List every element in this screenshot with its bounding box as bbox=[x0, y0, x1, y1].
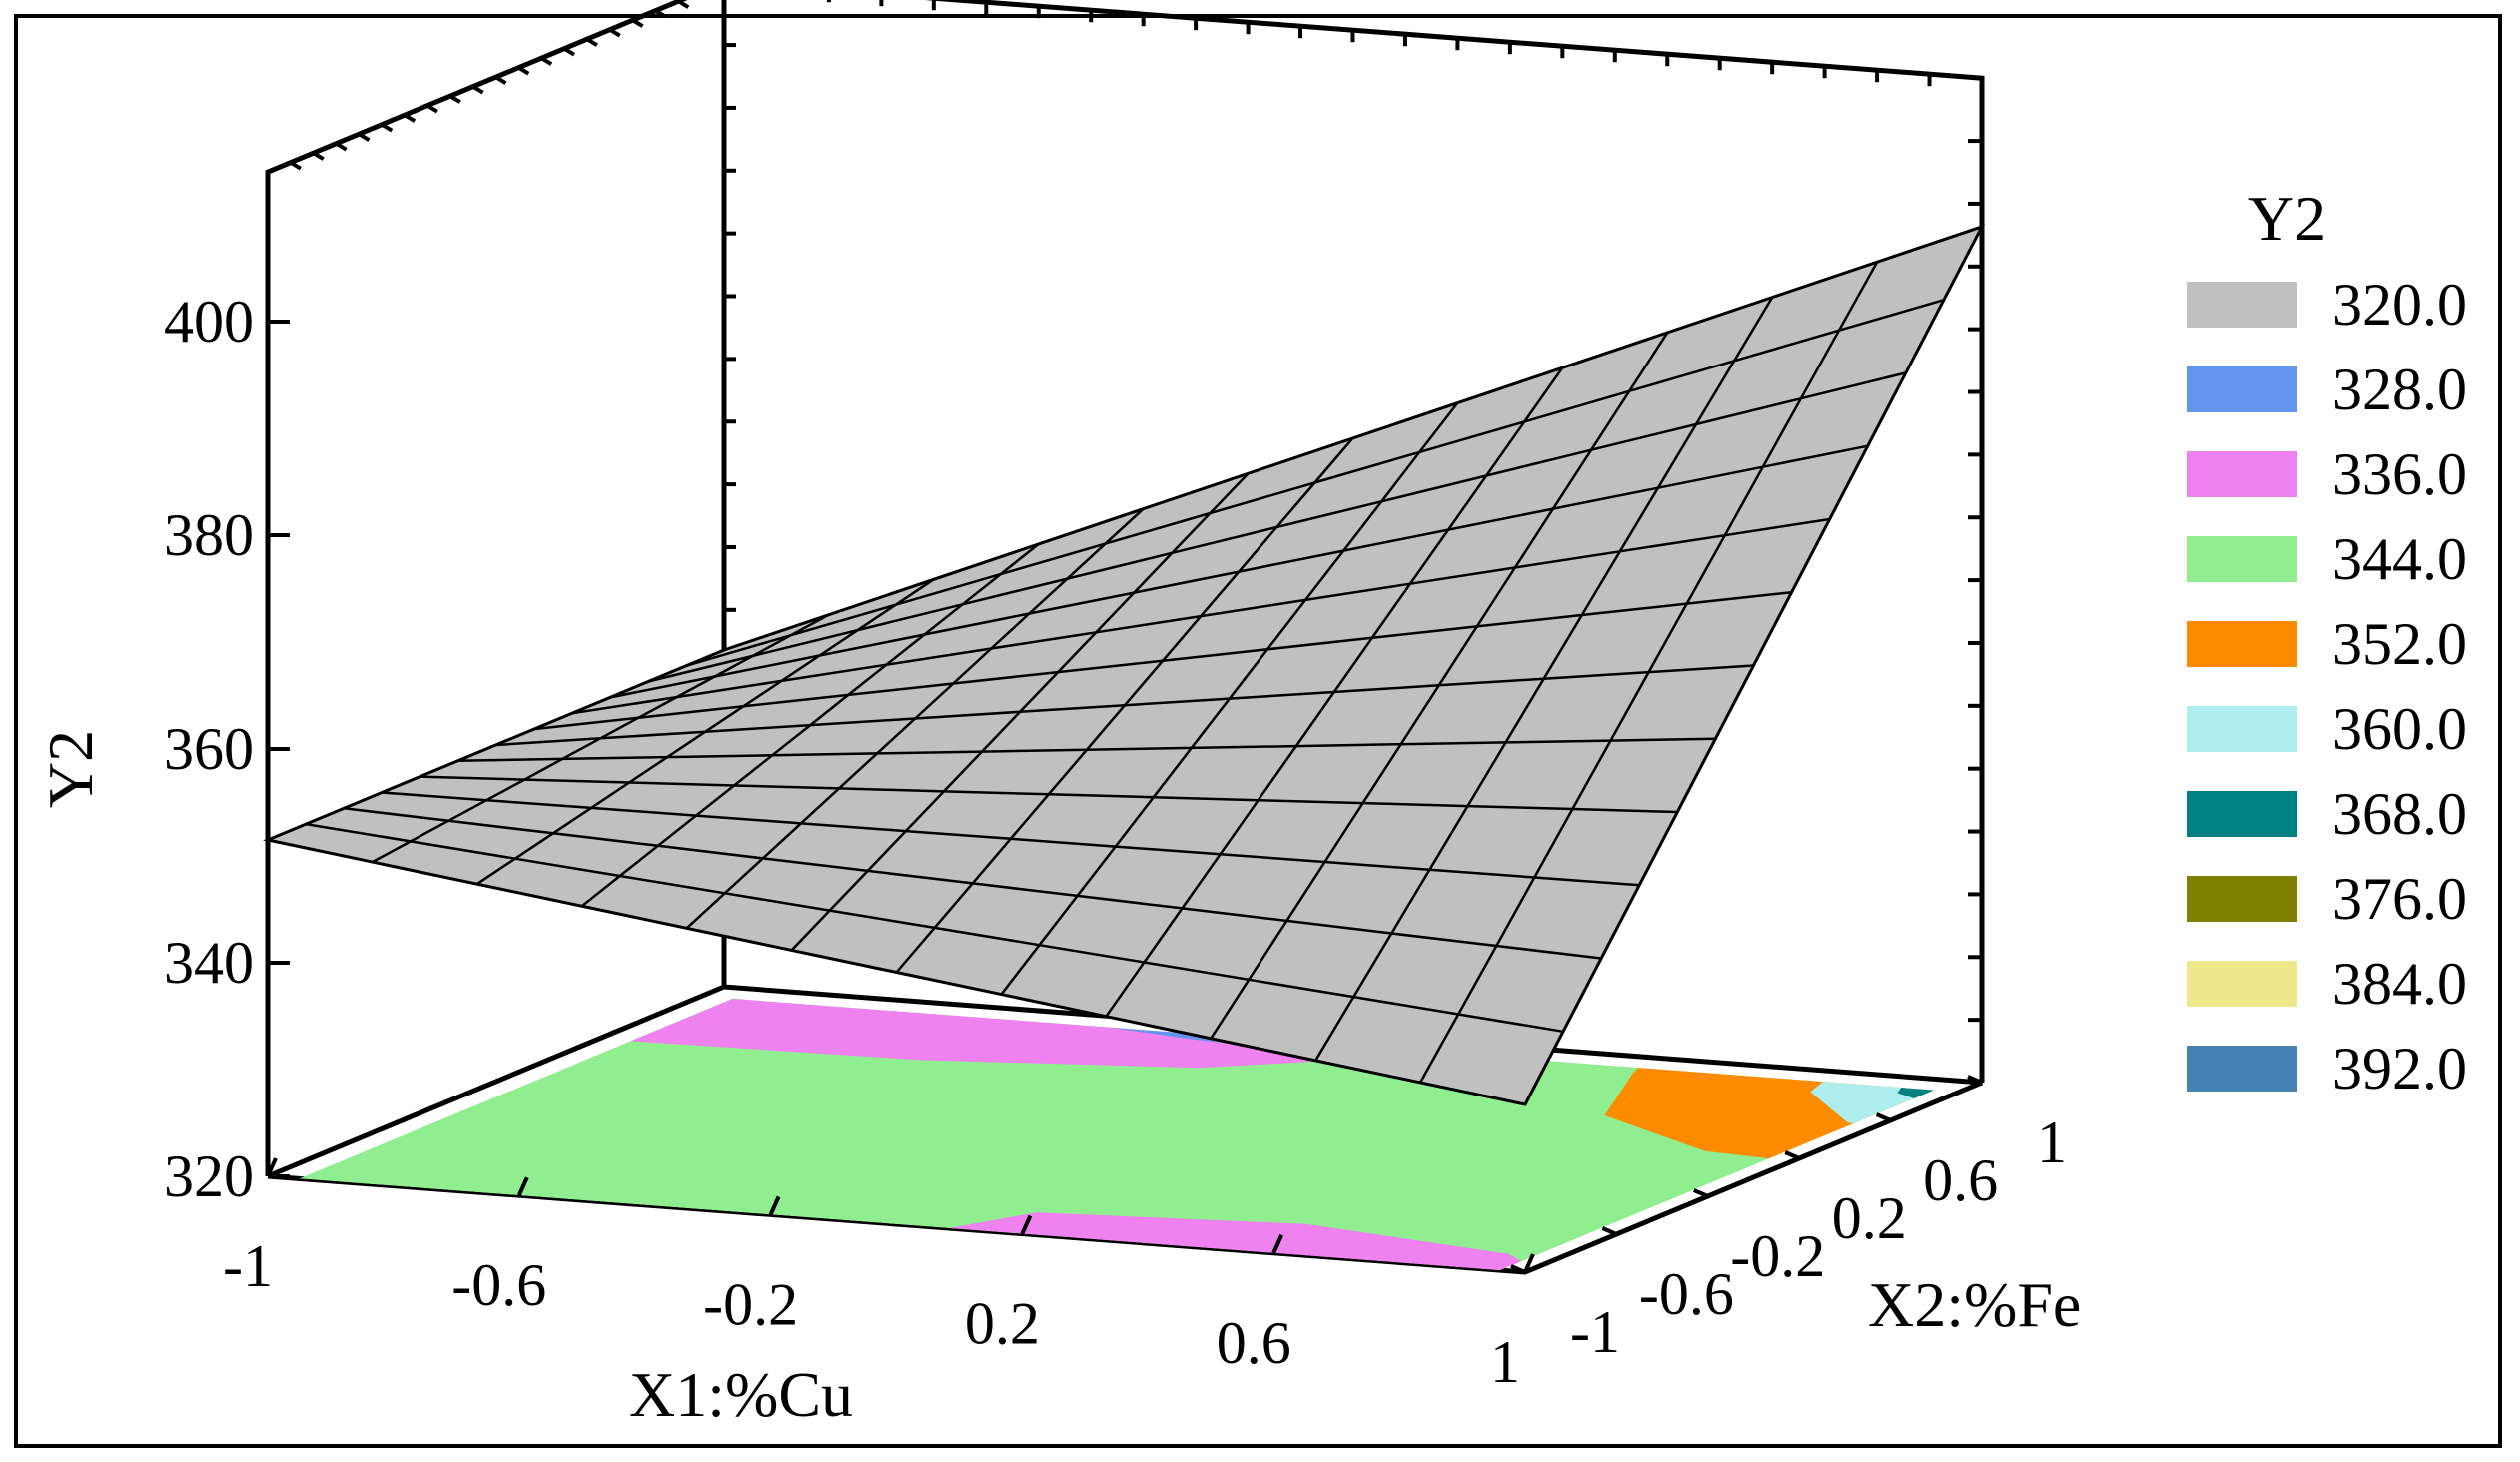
minor-tick bbox=[289, 160, 302, 171]
legend-label: 352.0 bbox=[2332, 611, 2467, 677]
minor-tick bbox=[654, 8, 667, 19]
legend-label: 376.0 bbox=[2332, 866, 2467, 932]
legend-label: 384.0 bbox=[2332, 951, 2467, 1017]
legend-swatch bbox=[2187, 706, 2297, 752]
x-tick bbox=[1271, 1233, 1284, 1254]
minor-tick bbox=[358, 132, 371, 142]
y-axis-title: X2:%Fe bbox=[1868, 1269, 2081, 1340]
x-tick-label: -0.2 bbox=[703, 1271, 798, 1337]
minor-tick bbox=[517, 65, 530, 76]
z-tick-label: 320 bbox=[164, 1143, 254, 1209]
legend-swatch bbox=[2187, 961, 2297, 1007]
minor-tick bbox=[448, 94, 461, 104]
x-tick-label: 1 bbox=[1490, 1329, 1520, 1395]
legend-swatch bbox=[2187, 282, 2297, 328]
surface-gridline bbox=[647, 371, 1907, 683]
legend: Y2 320.0 328.0 336.0 344.0 352.0 360.0 368.0 37… bbox=[2187, 183, 2467, 1101]
y-tick-label: -0.6 bbox=[1639, 1261, 1734, 1327]
legend-label: 392.0 bbox=[2332, 1036, 2467, 1101]
legend-swatch bbox=[2187, 366, 2297, 412]
y-tick bbox=[1601, 1226, 1618, 1236]
x-axis-title: X1:%Cu bbox=[629, 1359, 853, 1430]
minor-tick bbox=[494, 75, 507, 85]
surface-gridline bbox=[1419, 261, 1879, 1084]
minor-tick bbox=[404, 113, 417, 123]
minor-tick bbox=[677, 0, 690, 9]
z-axis-title: Y2 bbox=[35, 730, 106, 808]
response-surface bbox=[262, 224, 1986, 1106]
minor-tick bbox=[381, 122, 394, 133]
legend-title: Y2 bbox=[2248, 183, 2326, 254]
legend-swatch bbox=[2187, 451, 2297, 497]
x-tick-label: -0.6 bbox=[451, 1252, 546, 1318]
y-tick-label: 0.6 bbox=[1923, 1147, 1998, 1213]
x-tick-label: -1 bbox=[223, 1233, 273, 1299]
x-tick-label: 0.2 bbox=[965, 1291, 1040, 1357]
minor-tick bbox=[608, 27, 621, 38]
surface-gridline bbox=[685, 298, 1945, 667]
y-tick-label: -0.2 bbox=[1730, 1223, 1825, 1289]
legend-label: 328.0 bbox=[2332, 357, 2467, 422]
axis-labels: Y2 X1:%Cu X2:%Fe bbox=[35, 730, 2081, 1430]
x-tick bbox=[1020, 1214, 1033, 1235]
x-tick bbox=[516, 1176, 529, 1197]
z-tick-label: 400 bbox=[164, 289, 254, 355]
minor-tick bbox=[471, 84, 484, 95]
y-tick bbox=[1510, 1264, 1526, 1274]
y-tick bbox=[1784, 1150, 1800, 1160]
y-tick bbox=[1875, 1112, 1892, 1122]
x-tick bbox=[266, 1157, 278, 1177]
legend-swatch bbox=[2187, 1046, 2297, 1092]
minor-tick bbox=[335, 141, 348, 152]
y-tick-label: 1 bbox=[2037, 1109, 2067, 1175]
legend-label: 344.0 bbox=[2332, 526, 2467, 592]
minor-tick bbox=[631, 18, 644, 28]
x-tick bbox=[1523, 1253, 1535, 1273]
legend-label: 360.0 bbox=[2332, 696, 2467, 762]
legend-swatch bbox=[2187, 536, 2297, 582]
x-tick-label: 0.6 bbox=[1217, 1310, 1291, 1376]
y-tick bbox=[1693, 1188, 1709, 1198]
legend-label: 320.0 bbox=[2332, 272, 2467, 338]
minor-tick bbox=[540, 56, 553, 66]
minor-tick bbox=[425, 103, 438, 114]
z-tick-label: 340 bbox=[164, 930, 254, 996]
minor-tick bbox=[585, 37, 598, 47]
z-tick-label: 380 bbox=[164, 502, 254, 568]
y-tick bbox=[1967, 1075, 1983, 1085]
legend-label: 368.0 bbox=[2332, 781, 2467, 847]
y-tick-label: 0.2 bbox=[1832, 1185, 1907, 1251]
minor-tick bbox=[563, 46, 576, 57]
legend-swatch bbox=[2187, 791, 2297, 837]
z-tick-label: 360 bbox=[164, 716, 254, 782]
legend-swatch bbox=[2187, 876, 2297, 922]
legend-label: 336.0 bbox=[2332, 441, 2467, 507]
legend-swatch bbox=[2187, 621, 2297, 667]
y-tick-label: -1 bbox=[1570, 1299, 1620, 1365]
minor-tick bbox=[312, 151, 325, 161]
x-tick bbox=[768, 1195, 781, 1216]
